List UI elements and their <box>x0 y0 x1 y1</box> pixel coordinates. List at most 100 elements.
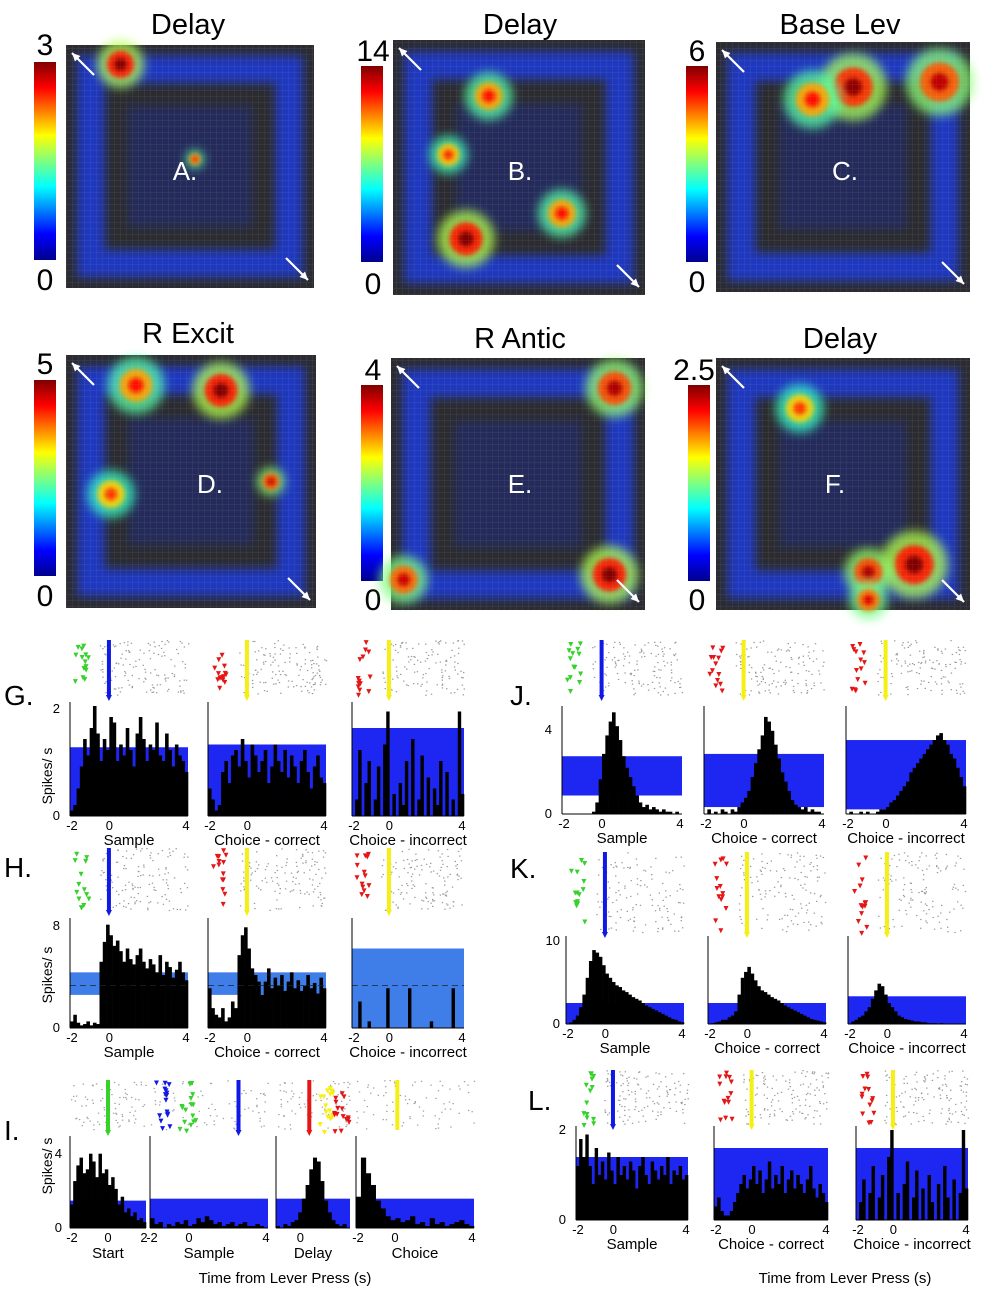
raster-tick <box>791 658 793 660</box>
raster-tick <box>791 909 794 911</box>
histogram-bar <box>178 961 182 1028</box>
raster-tick <box>385 1086 387 1088</box>
raster-tick <box>630 672 633 674</box>
raster-tick <box>955 652 958 654</box>
raster-tick <box>97 1112 100 1114</box>
raster-tick <box>302 643 304 645</box>
raster-tick <box>310 1116 313 1118</box>
raster-tick <box>740 855 743 857</box>
raster-tick <box>164 678 166 680</box>
raster-tick <box>144 677 146 679</box>
raster-tick <box>904 1091 906 1093</box>
histogram-bar <box>750 973 755 1024</box>
raster-tick <box>128 1120 130 1122</box>
raster-tick <box>132 854 135 856</box>
x-tick: 0 <box>610 1222 617 1237</box>
histogram-bar <box>602 753 606 814</box>
histogram-bar <box>158 755 163 816</box>
raster-tick <box>678 1080 680 1083</box>
raster-tick <box>885 1122 887 1124</box>
raster-tick <box>680 917 683 919</box>
raster-tick <box>305 860 307 862</box>
raster-tick <box>626 910 628 912</box>
raster-tick <box>417 1124 419 1126</box>
raster-tick <box>285 1091 287 1093</box>
raster-tick <box>321 902 323 905</box>
histogram-bar <box>168 967 172 1028</box>
histogram-bar <box>127 1208 131 1228</box>
event-marker-icon <box>722 1099 728 1105</box>
raster-tick <box>304 663 306 665</box>
raster-tick <box>183 679 185 681</box>
raster-tick <box>137 870 140 872</box>
raster-tick <box>429 866 431 868</box>
raster-tick <box>743 1081 745 1083</box>
histogram-bar <box>662 809 666 814</box>
raster-tick <box>382 873 384 876</box>
raster-tick <box>662 882 664 884</box>
histogram-bar <box>420 755 424 816</box>
colorbar-min: 0 <box>365 268 382 301</box>
histogram-bar <box>293 988 297 1028</box>
raster-tick <box>813 685 816 687</box>
raster-tick <box>638 1110 640 1112</box>
raster-tick <box>101 1088 103 1091</box>
raster-tick <box>123 1096 125 1099</box>
raster-tick <box>761 873 763 875</box>
raster-tick <box>962 1070 964 1072</box>
raster-tick <box>318 850 320 852</box>
raster-tick <box>125 906 127 908</box>
raster-tick <box>954 931 956 934</box>
raster-tick <box>802 887 804 889</box>
raster-tick <box>613 646 615 649</box>
event-marker-icon <box>72 858 78 864</box>
histogram-bar <box>373 799 378 816</box>
histogram-bar <box>767 1161 772 1220</box>
raster-tick <box>314 861 316 863</box>
raster-tick <box>605 674 608 676</box>
histogram-bar <box>401 805 406 816</box>
raster-tick <box>789 1079 791 1081</box>
raster-tick <box>801 1112 803 1114</box>
raster-tick <box>316 1093 318 1095</box>
raster-tick <box>461 904 463 906</box>
raster-tick <box>441 679 443 681</box>
alignment-line <box>386 848 391 910</box>
raster-tick <box>682 889 684 891</box>
raster-tick <box>142 664 144 666</box>
subplot-xlabel: Choice - incorrect <box>349 1044 467 1061</box>
raster-tick <box>422 677 424 679</box>
raster-tick <box>890 683 892 685</box>
raster-tick <box>421 683 423 685</box>
x-tick: -2 <box>66 1230 78 1245</box>
raster-tick <box>739 660 742 663</box>
histogram-bar <box>246 1226 252 1228</box>
histogram-bar <box>179 1224 185 1228</box>
raster-tick <box>184 853 186 855</box>
raster-tick <box>258 650 260 652</box>
x-tick: 0 <box>748 1222 755 1237</box>
raster-tick <box>820 682 822 684</box>
raster-tick <box>822 1086 824 1088</box>
raster-tick <box>813 1116 815 1119</box>
alignment-arrow-icon <box>306 1130 313 1136</box>
event-marker-icon <box>726 1074 732 1080</box>
raster-tick <box>413 663 416 665</box>
raster-tick <box>91 1084 94 1086</box>
histogram-bar <box>597 1175 602 1220</box>
raster-tick <box>810 862 812 864</box>
histogram-bar <box>312 766 317 816</box>
histogram-bar <box>112 722 117 816</box>
histogram-bar <box>647 1007 652 1024</box>
raster-tick <box>279 674 282 676</box>
raster-tick <box>173 674 176 676</box>
event-marker-icon <box>713 661 719 667</box>
raster-tick <box>248 865 251 867</box>
histogram-bar <box>135 955 140 1029</box>
raster-tick <box>131 674 133 677</box>
raster-tick <box>787 926 789 928</box>
raster-tick <box>948 1071 950 1073</box>
